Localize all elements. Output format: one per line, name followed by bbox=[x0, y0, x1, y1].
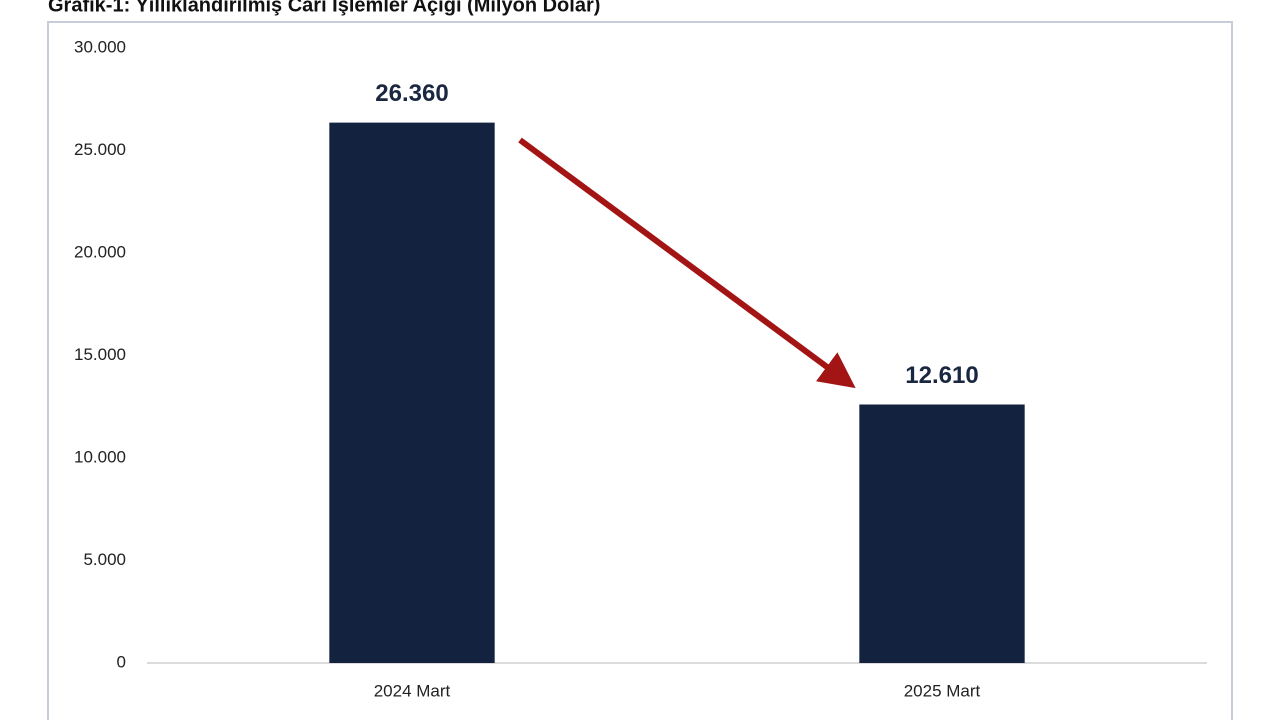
chart-frame bbox=[47, 21, 1233, 720]
bar bbox=[859, 404, 1025, 663]
x-tick-label: 2024 Mart bbox=[374, 681, 451, 700]
value-label: 12.610 bbox=[905, 362, 978, 389]
y-tick-label: 5.000 bbox=[83, 550, 126, 569]
trend-arrow bbox=[518, 137, 856, 389]
y-tick-label: 0 bbox=[117, 652, 126, 671]
y-tick-label: 15.000 bbox=[74, 345, 126, 364]
x-tick-label: 2025 Mart bbox=[904, 681, 981, 700]
y-tick-label: 25.000 bbox=[74, 140, 126, 159]
value-label: 26.360 bbox=[375, 80, 448, 107]
chart-title: Grafik-1: Yıllıklandırılmış Cari İşlemle… bbox=[48, 0, 600, 16]
y-tick-label: 30.000 bbox=[74, 37, 126, 56]
bar bbox=[329, 122, 495, 664]
y-tick-label: 20.000 bbox=[74, 242, 126, 261]
y-tick-label: 10.000 bbox=[74, 447, 126, 466]
